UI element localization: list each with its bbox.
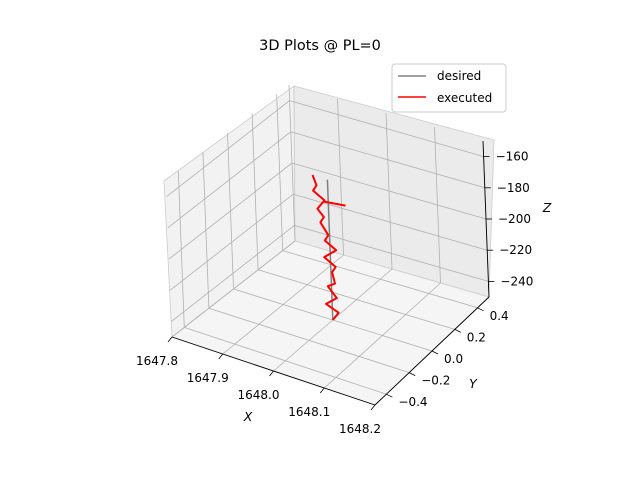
x-tick-label: 1647.8	[136, 354, 178, 368]
y-tick-label: 0.2	[467, 330, 486, 344]
series-line-executed	[323, 200, 346, 207]
x-tick-label: 1648.1	[288, 405, 330, 419]
z-gridline-left	[167, 131, 292, 229]
z-tick-label: −220	[499, 243, 532, 257]
z-gridline-back	[294, 225, 489, 282]
y-tick-label: −0.2	[421, 374, 450, 388]
legend: desired executed	[391, 63, 507, 113]
z-gridline-left	[168, 162, 293, 260]
y-gridline-floor	[208, 307, 410, 373]
y-axis-ticks: −0.4 −0.2 0.0 0.2 0.4	[386, 307, 509, 409]
z-gridline-left	[166, 100, 290, 197]
series-layer	[311, 174, 346, 321]
y-tick-mark	[431, 350, 439, 355]
series-line-executed	[311, 174, 340, 321]
z-axis-ticks: −160 −180 −200 −220 −240	[483, 150, 533, 288]
y-gridline-floor	[282, 250, 478, 309]
z-gridline-back	[291, 162, 487, 220]
y-axis-label: Y	[469, 376, 478, 391]
x-tick-label: 1648.2	[339, 422, 381, 436]
z-tick-label: −180	[497, 181, 530, 195]
x-tick-mark	[370, 404, 376, 411]
z-tick-label: −160	[496, 150, 529, 164]
y-gridline-floor	[184, 327, 387, 395]
x-axis-ticks: 1647.8 1647.9 1648.0 1648.1 1648.2	[136, 336, 381, 436]
x-tick-mark	[218, 353, 224, 360]
z-gridline-left	[171, 225, 295, 322]
y-tick-mark	[454, 329, 461, 333]
y-tick-label: 0.4	[490, 309, 509, 323]
x-tick-mark	[167, 336, 173, 343]
legend-label-executed: executed	[437, 91, 492, 105]
z-tick-label: −200	[498, 212, 531, 226]
x-tick-mark	[269, 370, 274, 377]
z-tick-label: −240	[500, 274, 533, 288]
x-axis-label: X	[243, 409, 253, 424]
z-gridline-back	[289, 100, 484, 157]
x-tick-label: 1647.9	[187, 371, 229, 385]
x-tick-label: 1648.0	[238, 388, 280, 402]
y-tick-mark	[477, 307, 484, 312]
y-gridline-floor	[257, 269, 455, 330]
z-gridline-back	[293, 193, 488, 251]
legend-label-desired: desired	[437, 69, 481, 83]
z-axis-label: Z	[542, 200, 552, 215]
z-gridline-left	[169, 193, 294, 291]
y-tick-mark	[409, 372, 416, 376]
chart-title: 3D Plots @ PL=0	[259, 38, 381, 54]
y-tick-label: 0.0	[444, 352, 463, 366]
z-gridline-back	[290, 131, 485, 189]
x-tick-mark	[319, 387, 325, 394]
y-tick-mark	[386, 393, 393, 398]
y-tick-label: −0.4	[398, 395, 427, 409]
